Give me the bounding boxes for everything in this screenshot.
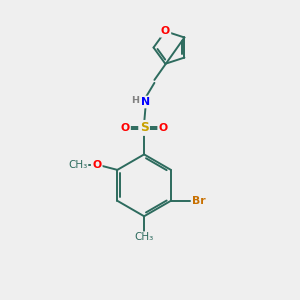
Text: H: H — [131, 96, 139, 105]
Text: N: N — [141, 97, 150, 107]
Text: O: O — [161, 26, 170, 36]
Text: S: S — [140, 122, 148, 134]
Text: O: O — [120, 123, 130, 133]
Text: Br: Br — [192, 196, 206, 206]
Text: CH₃: CH₃ — [134, 232, 154, 242]
Text: O: O — [92, 160, 101, 170]
Text: O: O — [159, 123, 168, 133]
Text: CH₃: CH₃ — [68, 160, 87, 170]
